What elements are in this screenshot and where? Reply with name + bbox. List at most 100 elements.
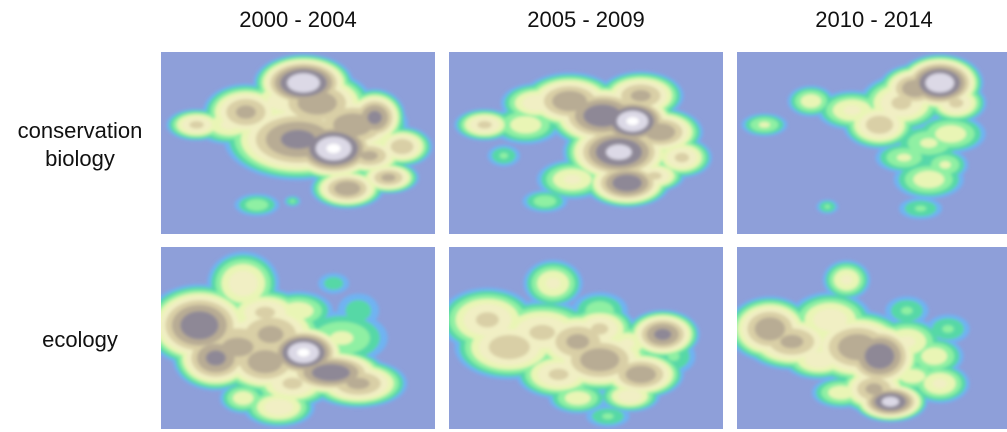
density-level-3 [824,204,831,209]
heatmap-panel-ecology-2010-2014 [737,247,1007,429]
density-level-6 [529,324,556,341]
column-title-1: 2000 - 2004 [239,7,357,32]
density-level-6 [548,368,569,381]
density-level-6 [390,139,414,155]
density-level-3 [668,351,680,361]
density-level-8 [205,350,226,366]
row-label-conservation-biology: conservation biology [0,117,160,173]
density-level-4 [510,116,542,134]
density-level-5 [563,174,581,185]
density-level-7 [754,317,786,341]
density-level-4 [939,161,951,169]
density-level-10 [326,143,341,154]
density-level-4 [564,391,591,405]
density-level-6 [949,98,964,108]
density-level-7 [381,173,396,182]
density-level-5 [932,378,947,389]
heatmap-panel-conservation-2005-2009 [449,52,723,234]
density-level-4 [921,347,948,365]
density-level-6 [282,377,303,390]
density-level-7 [580,348,620,372]
density-level-7 [780,334,804,349]
density-level-10 [297,348,310,357]
heatmap-svg [161,247,435,429]
density-level-6 [865,115,894,134]
density-contours [161,251,408,428]
density-level-3 [290,199,295,203]
density-contours [166,53,433,217]
density-level-8 [654,328,672,341]
density-level-4 [800,94,822,108]
density-level-5 [813,308,848,331]
density-level-4 [935,125,967,143]
heatmap-svg [449,247,723,429]
density-level-10 [626,117,639,126]
density-level-7 [346,377,370,390]
density-level-7 [221,337,254,357]
density-level-8 [864,343,895,369]
heatmap-svg [737,52,1007,234]
density-level-3 [602,413,614,420]
density-level-8 [180,311,219,340]
density-level-7 [360,150,378,161]
row-label-line-1: ecology [42,327,118,352]
density-level-3 [245,199,269,211]
density-level-5 [840,275,853,285]
density-level-2 [324,277,344,290]
row-label-line-2: biology [45,146,115,171]
density-level-8 [367,110,382,125]
density-level-3 [533,195,557,207]
column-title-3: 2010 - 2014 [815,7,933,32]
density-level-7 [297,91,337,115]
density-level-9 [881,396,899,407]
density-level-6 [475,312,499,328]
density-level-3 [942,325,954,333]
heatmap-svg [737,247,1007,429]
density-level-4 [828,385,854,400]
density-level-7 [247,350,283,374]
density-level-8 [612,174,642,192]
density-level-5 [619,338,635,349]
density-level-9 [606,144,632,160]
density-level-7 [625,365,657,384]
density-level-7 [257,325,284,343]
density-level-4 [896,153,912,162]
density-level-6 [189,121,204,129]
heatmap-svg [449,52,723,234]
density-level-5 [228,270,258,297]
density-level-3 [901,306,913,315]
density-level-4 [758,121,771,128]
heatmap-panel-conservation-2010-2014 [737,52,1007,234]
density-level-4 [330,331,354,345]
density-level-6 [647,172,662,180]
row-label-ecology: ecology [0,326,160,354]
density-level-7 [566,334,590,350]
density-level-6 [674,152,690,163]
density-level-4 [899,369,926,383]
column-title-2: 2005 - 2009 [527,7,645,32]
density-level-7 [865,383,883,395]
density-level-4 [920,138,938,148]
density-level-5 [804,351,834,368]
density-contours [741,53,987,220]
density-level-5 [898,335,916,348]
density-level-5 [264,399,294,416]
density-level-6 [477,121,492,129]
density-contours [449,259,700,428]
heatmap-panel-conservation-2000-2004 [161,52,435,234]
density-level-6 [255,306,276,319]
density-level-9 [925,73,955,93]
density-level-3 [499,152,509,159]
density-level-9 [287,73,320,93]
density-level-7 [334,181,361,196]
density-level-7 [552,90,588,112]
density-contours [454,71,713,213]
density-level-5 [843,105,861,115]
density-level-8 [280,129,316,149]
density-contours [737,260,970,423]
heatmap-panel-ecology-2000-2004 [161,247,435,429]
density-level-8 [311,364,350,381]
density-level-7 [644,123,676,141]
heatmap-svg [161,52,435,234]
density-level-6 [591,323,609,335]
